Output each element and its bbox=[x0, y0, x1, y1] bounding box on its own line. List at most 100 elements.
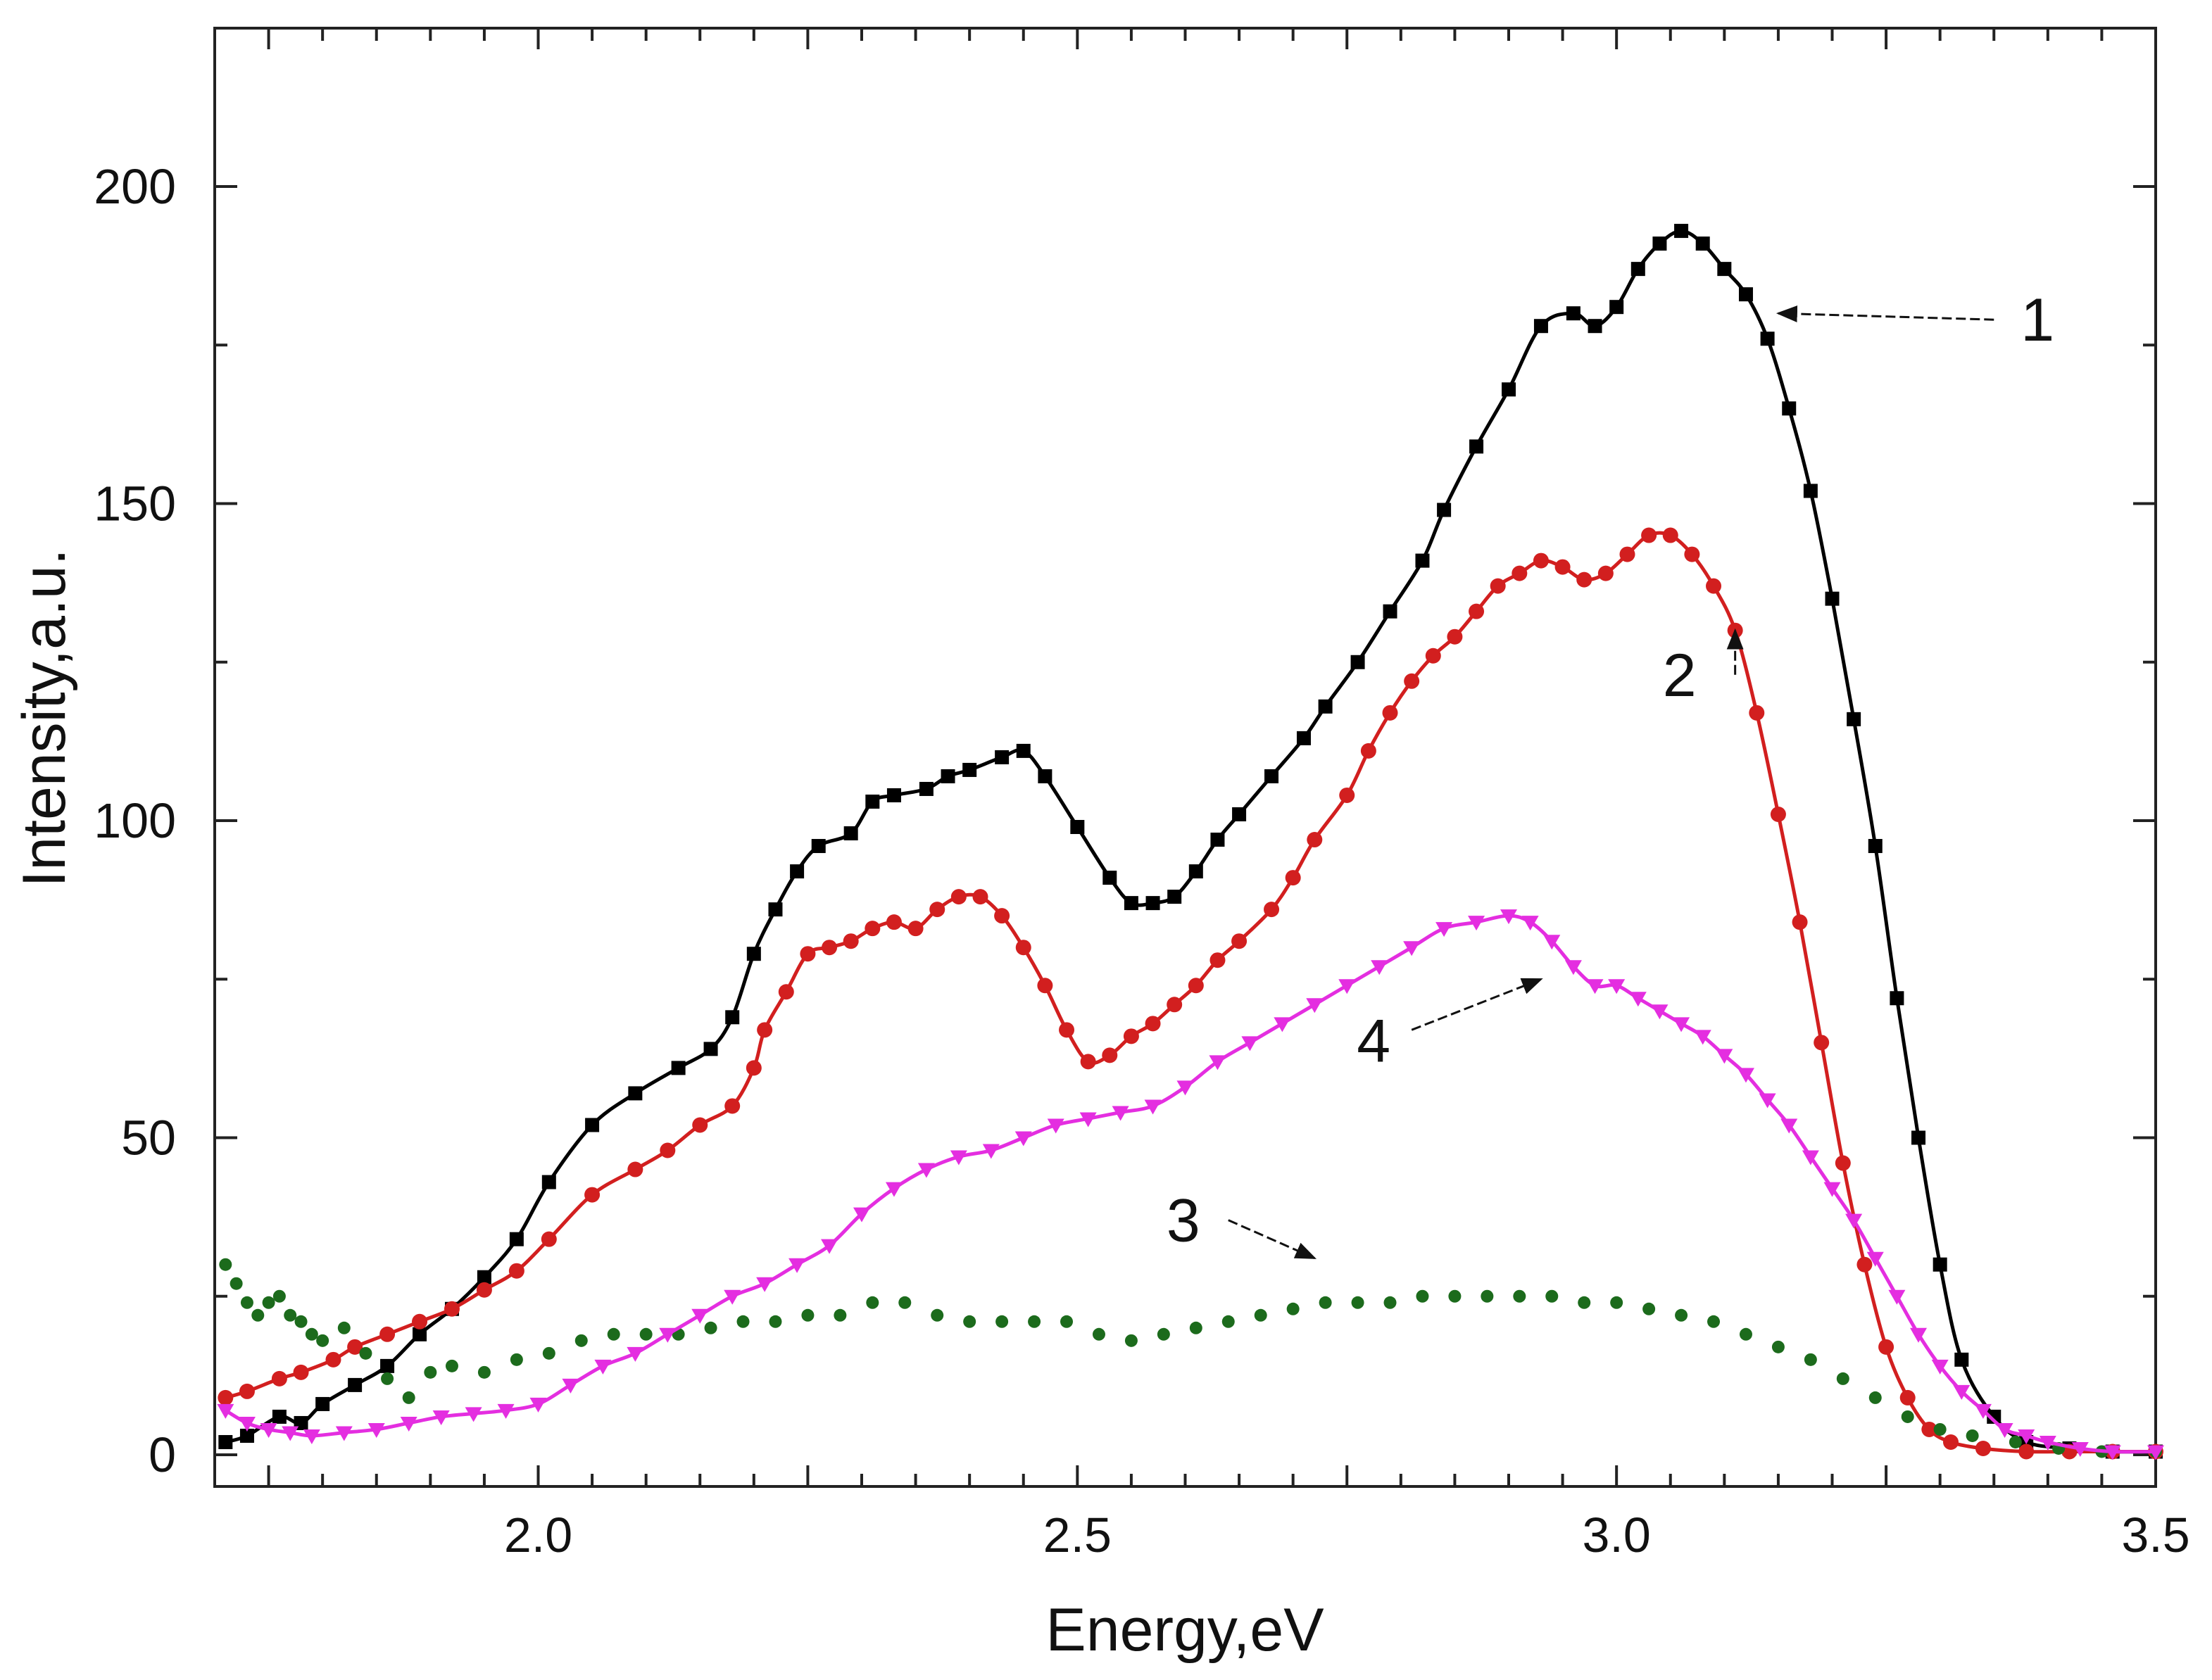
data-point bbox=[1512, 565, 1528, 581]
data-point bbox=[995, 750, 1010, 764]
data-point bbox=[692, 1117, 708, 1133]
data-point bbox=[1847, 712, 1861, 726]
data-point bbox=[963, 1315, 976, 1328]
data-point bbox=[703, 1042, 718, 1056]
data-point bbox=[811, 839, 826, 854]
data-point bbox=[853, 1207, 870, 1223]
data-point bbox=[834, 1308, 847, 1322]
data-point bbox=[1124, 1334, 1138, 1347]
data-point bbox=[800, 946, 816, 962]
data-point bbox=[1060, 1315, 1074, 1328]
data-point bbox=[424, 1365, 437, 1379]
data-point bbox=[271, 1370, 287, 1387]
data-point bbox=[1890, 991, 1904, 1006]
data-point bbox=[1760, 331, 1775, 346]
data-point bbox=[2039, 1435, 2056, 1451]
data-point bbox=[1673, 1017, 1690, 1032]
y-tick-label: 150 bbox=[94, 476, 176, 531]
data-point bbox=[1652, 236, 1667, 251]
data-point bbox=[1931, 1359, 1949, 1375]
data-point bbox=[262, 1296, 275, 1309]
axis-ticks bbox=[215, 28, 2157, 1486]
data-point bbox=[2018, 1444, 2035, 1460]
series-layer bbox=[217, 224, 2164, 1460]
data-point bbox=[1782, 401, 1797, 416]
data-point bbox=[1899, 1389, 1916, 1406]
data-point bbox=[305, 1327, 318, 1341]
data-point bbox=[1102, 871, 1117, 885]
data-point bbox=[1674, 224, 1689, 239]
data-point bbox=[950, 1150, 967, 1166]
data-point bbox=[218, 1434, 233, 1449]
data-point bbox=[510, 1353, 523, 1366]
data-point bbox=[1706, 578, 1722, 594]
data-point bbox=[359, 1346, 372, 1360]
data-point bbox=[627, 1346, 644, 1362]
data-point bbox=[1554, 559, 1571, 575]
data-point bbox=[509, 1232, 524, 1246]
data-point bbox=[1780, 1118, 1798, 1134]
data-point bbox=[1286, 1302, 1300, 1315]
data-point bbox=[1296, 731, 1311, 745]
data-point bbox=[1578, 1296, 1591, 1309]
data-point bbox=[444, 1301, 460, 1317]
data-point bbox=[594, 1359, 612, 1375]
data-point bbox=[1015, 940, 1031, 956]
data-point bbox=[1209, 952, 1226, 968]
data-point bbox=[1888, 1289, 1906, 1305]
data-point bbox=[497, 1403, 515, 1419]
data-point bbox=[1500, 909, 1517, 925]
data-point bbox=[1804, 1353, 1817, 1366]
data-point bbox=[1318, 699, 1333, 714]
data-point bbox=[1792, 914, 1808, 930]
data-point bbox=[2071, 1441, 2089, 1457]
data-point bbox=[541, 1175, 556, 1189]
data-point bbox=[316, 1334, 329, 1347]
data-point bbox=[724, 1098, 741, 1114]
data-point bbox=[756, 1277, 774, 1292]
data-point bbox=[866, 1296, 879, 1309]
data-point bbox=[477, 1270, 491, 1284]
data-point bbox=[788, 1258, 806, 1273]
data-point bbox=[337, 1321, 351, 1334]
data-point bbox=[348, 1377, 363, 1392]
data-point bbox=[1716, 1049, 1733, 1064]
data-point bbox=[2147, 1445, 2164, 1460]
x-tick-label: 3.0 bbox=[1583, 1508, 1651, 1562]
data-point bbox=[931, 1308, 944, 1322]
data-point bbox=[994, 908, 1010, 924]
data-point bbox=[982, 1144, 1000, 1159]
data-point bbox=[704, 1321, 717, 1334]
data-point bbox=[1016, 743, 1031, 758]
data-point bbox=[1586, 979, 1604, 994]
data-point bbox=[1802, 1150, 1819, 1166]
data-point bbox=[1921, 1421, 1937, 1437]
data-point bbox=[1662, 527, 1678, 543]
data-point bbox=[315, 1396, 330, 1411]
data-point bbox=[1502, 382, 1516, 397]
data-point bbox=[1209, 1055, 1226, 1070]
data-point bbox=[843, 933, 859, 949]
data-point bbox=[1770, 806, 1786, 822]
data-point bbox=[898, 1296, 912, 1309]
data-point bbox=[1285, 870, 1301, 886]
data-point bbox=[1124, 896, 1138, 911]
data-point bbox=[1737, 1068, 1754, 1083]
data-point bbox=[1468, 916, 1485, 931]
data-point bbox=[1167, 997, 1183, 1013]
data-point bbox=[1684, 546, 1700, 562]
data-point bbox=[885, 1182, 903, 1197]
data-point bbox=[1845, 1213, 1863, 1229]
data-point bbox=[1092, 1327, 1105, 1341]
data-point bbox=[1014, 1131, 1032, 1147]
data-point bbox=[1619, 546, 1635, 562]
data-point bbox=[1835, 1155, 1851, 1171]
data-point bbox=[1339, 787, 1355, 803]
data-point bbox=[2018, 1429, 2035, 1444]
data-point bbox=[260, 1422, 277, 1438]
data-point bbox=[251, 1308, 265, 1322]
data-point bbox=[1274, 1017, 1291, 1032]
data-point bbox=[1630, 262, 1645, 277]
data-point bbox=[541, 1231, 557, 1247]
data-point bbox=[1803, 484, 1818, 498]
